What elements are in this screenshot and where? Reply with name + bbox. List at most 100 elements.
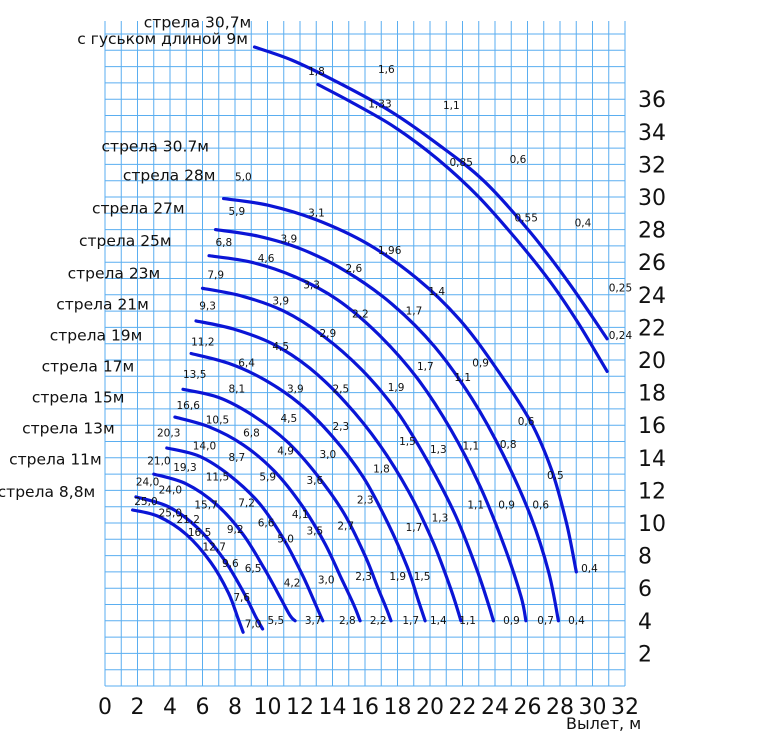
load-label: 8,1 [229,384,246,396]
load-labels: 1,6 1,8 1,33 1,1 0,6 0,85 0,55 0,4 0,25 0,24 5,0 3,… [134,64,632,630]
y-tick-label: 34 [638,121,666,146]
load-label: 15,7 [194,499,217,511]
load-label: 19,3 [173,462,196,474]
y-tick-label: 20 [638,349,666,374]
x-tick-label: 22 [449,695,477,720]
load-label: 0,7 [537,615,554,627]
load-label: 3,9 [281,234,298,246]
boom-curve-b21 [189,351,427,623]
y-tick-label: 4 [638,610,652,635]
boom-label: стрела 15м [32,388,125,406]
y-tick-label: 22 [638,316,666,341]
x-tick-label: 4 [163,695,177,720]
load-label: 1,9 [388,382,405,394]
load-label: 2,5 [333,384,350,396]
x-axis-label: Вылет, м [566,714,641,731]
load-label: 3,0 [320,449,337,461]
load-label: 3,3 [303,279,320,291]
x-tick-label: 18 [384,695,412,720]
y-tick-label: 30 [638,186,666,211]
x-tick-label: 16 [351,695,379,720]
y-tick-label: 26 [638,251,666,276]
boom-label: стрела 8,8м [0,483,95,501]
load-label: 6,8 [243,428,260,440]
load-label: 12,7 [203,542,226,554]
load-label: 5,0 [277,534,294,546]
boom-curve-jib-lower [316,82,609,373]
x-tick-label: 10 [254,695,282,720]
boom-curve-b19 [181,387,393,623]
load-label: 5,9 [229,206,246,218]
load-label: 3,6 [307,475,324,487]
load-label: 14,0 [193,441,216,453]
load-label: 3,0 [318,574,335,586]
boom-label: стрела 27м [92,199,185,217]
load-label: 16,5 [188,527,211,539]
load-label: 20,3 [157,428,180,440]
load-label: 3,9 [272,296,289,308]
load-label: 1,1 [443,100,460,112]
load-label: 4,6 [258,253,275,265]
load-label: 3,7 [305,615,322,627]
boom-label: стрела 28м [123,167,216,185]
x-tick-label: 30 [579,695,607,720]
x-tick-label: 20 [416,695,444,720]
load-label: 11,5 [206,472,229,484]
y-tick-label: 28 [638,219,666,244]
load-label: 9,3 [199,300,216,312]
load-label: 4,5 [281,413,298,425]
load-label: 0,9 [498,499,515,511]
load-label: 25,0 [134,496,157,508]
load-label: 0,9 [503,615,520,627]
load-label: 1,1 [454,372,471,384]
load-label: 9,6 [222,558,239,570]
x-tick-label: 26 [514,695,542,720]
boom-labels: стрела 30,7мс гуськом длиной 9м стрела 30… [0,13,251,500]
x-tick-label: 28 [546,695,574,720]
load-label: 0,4 [575,217,592,229]
y-tick-label: 6 [638,577,652,602]
y-tick-label: 36 [638,88,666,113]
load-label: 13,5 [183,369,206,381]
boom-label: с гуськом длиной 9м [77,30,248,48]
load-label: 1,4 [430,615,447,627]
y-tick-label: 16 [638,414,666,439]
load-label: 1,5 [414,571,431,583]
load-label: 0,85 [450,157,473,169]
load-label: 6,6 [258,517,275,529]
load-label: 1,6 [378,64,395,76]
load-label: 1,1 [459,615,476,627]
x-tick-label: 6 [196,695,210,720]
load-label: 6,5 [245,563,262,575]
load-label: 0,8 [500,439,517,451]
boom-curve-b88 [131,508,245,634]
load-label: 2,3 [355,571,372,583]
load-label: 1,8 [373,463,390,475]
load-label: 0,5 [547,470,564,482]
load-label: 7,0 [245,618,262,630]
load-label: 24,0 [136,477,159,489]
x-tick-label: 8 [228,695,242,720]
load-label: 1,1 [463,441,480,453]
boom-label: стрела 13м [22,419,115,437]
load-label: 4,2 [284,578,301,590]
load-label: 2,2 [352,309,369,321]
load-label: 4,1 [292,509,309,521]
load-label: 21,2 [177,514,200,526]
boom-curves [131,45,609,634]
load-label: 7,9 [207,270,224,282]
load-label: 0,6 [510,154,527,166]
boom-label: стрела 19м [50,326,143,344]
load-label: 4,5 [272,341,289,353]
boom-label: стрела 17м [42,357,135,375]
boom-curve-b28 [213,228,560,623]
load-label: 6,4 [238,358,255,370]
boom-curve-b307 [222,197,578,574]
load-label: 25,0 [159,507,182,519]
load-label: 1,3 [432,512,449,524]
load-label: 1,5 [399,436,416,448]
load-label: 5,5 [268,615,285,627]
y-tick-label: 18 [638,382,666,407]
load-label: 0,9 [472,358,489,370]
